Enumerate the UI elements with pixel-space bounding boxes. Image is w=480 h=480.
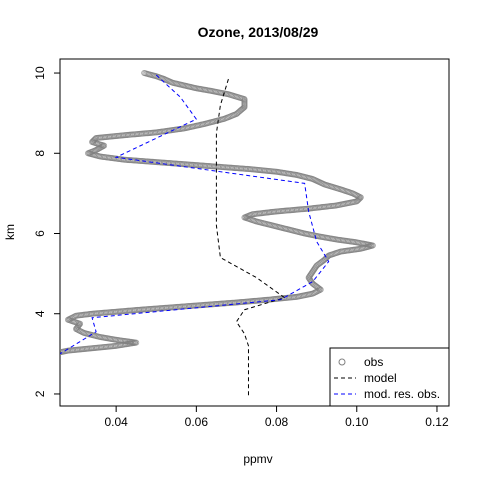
series-mod-res-obs-line: [60, 74, 330, 355]
x-tick-label: 0.12: [425, 415, 449, 429]
legend-box: [329, 347, 450, 407]
x-tick-label: 0.04: [104, 415, 128, 429]
legend-obs-label: obs: [364, 355, 383, 369]
obs-point: [306, 273, 313, 280]
y-tick-label: 6: [33, 230, 47, 237]
y-axis-label: km: [3, 224, 17, 240]
x-axis-label: ppmv: [243, 452, 272, 466]
legend: obs model mod. res. obs.: [329, 347, 450, 407]
y-tick-label: 8: [33, 150, 47, 157]
x-tick-label: 0.06: [185, 415, 209, 429]
legend-model-label: model: [364, 371, 397, 385]
legend-obs-marker: [338, 358, 346, 366]
obs-point: [60, 351, 61, 354]
obs-point: [60, 349, 63, 356]
obs-point: [60, 350, 62, 356]
x-tick-label: 0.08: [265, 415, 289, 429]
series-obs: [53, 70, 376, 356]
obs-point: [53, 350, 58, 355]
series-model-line: [215, 78, 286, 396]
chart-title: Ozone, 2013/08/29: [198, 24, 319, 40]
y-tick-label: 4: [33, 310, 47, 317]
plot-frame: [59, 58, 450, 407]
y-tick-label: 10: [33, 66, 47, 80]
y-axis: 2 4 6 8 10: [33, 66, 60, 397]
x-tick-label: 0.10: [345, 415, 369, 429]
x-axis: 0.04 0.06 0.08 0.10 0.12: [104, 406, 449, 429]
plot-area: [53, 70, 376, 396]
y-tick-label: 2: [33, 390, 47, 397]
legend-mod-res-obs-label: mod. res. obs.: [364, 387, 440, 401]
